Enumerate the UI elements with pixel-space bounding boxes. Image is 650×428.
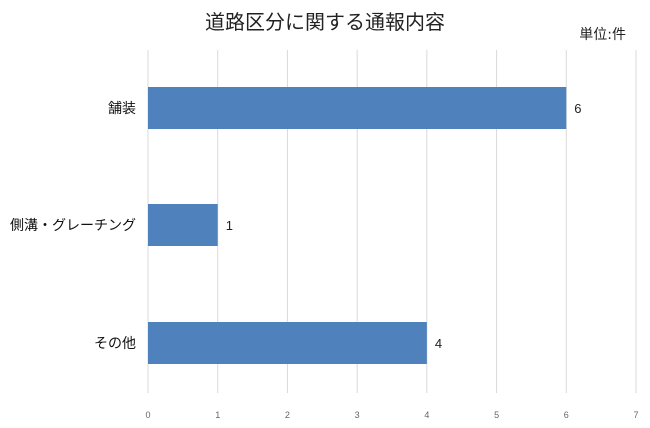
x-tick-label: 1 (215, 410, 220, 420)
data-label: 4 (435, 336, 442, 351)
category-label: 側溝・グレーチング (10, 218, 136, 234)
data-label: 1 (226, 218, 233, 233)
data-labels: 6 1 4 (226, 101, 582, 351)
x-tick-label: 0 (145, 410, 150, 420)
x-tick-label: 7 (633, 410, 638, 420)
chart-title: 道路区分に関する通報内容 (205, 10, 445, 34)
x-tick-label: 4 (424, 410, 429, 420)
category-label: 舗装 (108, 101, 136, 117)
x-tick-label: 2 (285, 410, 290, 420)
category-label: その他 (94, 336, 136, 352)
x-tick-label: 3 (355, 410, 360, 420)
bar (148, 322, 427, 364)
bar (148, 204, 218, 246)
bars (148, 87, 567, 364)
bar (148, 87, 567, 129)
x-tick-label: 6 (564, 410, 569, 420)
x-axis-ticks: 0 1 2 3 4 5 6 7 (145, 410, 638, 420)
unit-label: 単位:件 (579, 27, 626, 43)
data-label: 6 (574, 101, 581, 116)
x-tick-label: 5 (494, 410, 499, 420)
